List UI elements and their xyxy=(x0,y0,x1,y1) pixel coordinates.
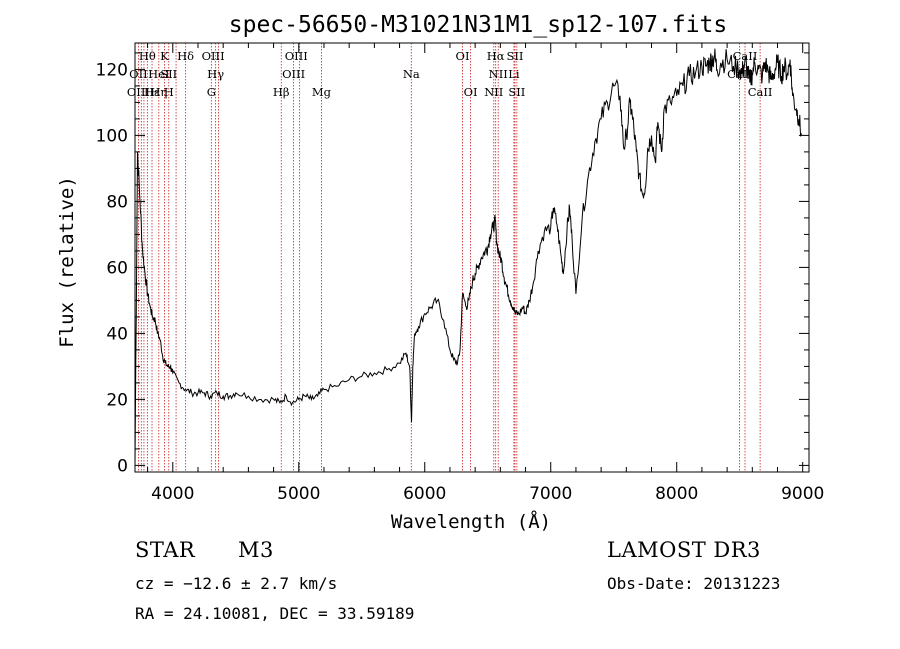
line-label-4: K xyxy=(160,49,169,63)
line-label-0: Hθ xyxy=(139,49,156,63)
line-label-25: SII xyxy=(508,85,525,99)
line-label-7: SII xyxy=(160,67,177,81)
line-label-3: Hε xyxy=(144,85,160,99)
y-axis-label: Flux (relative) xyxy=(56,176,78,348)
y-tick-label-3: 60 xyxy=(106,258,128,278)
y-axis-ticks: 0 20 40 60 80 100 120 xyxy=(96,52,809,476)
coordinates: RA = 24.10081, DEC = 33.59189 xyxy=(135,604,415,623)
observation-date: Obs-Date: 20131223 xyxy=(607,574,781,593)
plot-frame xyxy=(134,42,810,473)
survey-name: LAMOST DR3 xyxy=(607,538,761,562)
object-subclass: M3 xyxy=(238,538,274,562)
line-label-28: CaII xyxy=(748,85,773,99)
line-label-5: HeI xyxy=(148,67,169,81)
line-label-11: Hγ xyxy=(207,67,224,81)
line-label-12: G xyxy=(207,85,216,99)
line-label-13: OIII xyxy=(285,49,308,63)
x-tick-label-4: 8000 xyxy=(655,484,698,504)
y-tick-label-0: 0 xyxy=(117,456,128,476)
line-label-17: Na xyxy=(403,67,420,81)
line-label-20: Hα xyxy=(487,49,505,63)
line-label-15: Hβ xyxy=(273,85,290,99)
line-label-6: Hη xyxy=(150,85,167,99)
y-tick-label-6: 120 xyxy=(96,60,128,80)
line-label-26: CaII xyxy=(733,49,758,63)
line-label-14: OIII xyxy=(282,67,305,81)
x-tick-label-2: 6000 xyxy=(403,484,446,504)
spectrum-line xyxy=(134,48,802,466)
line-label-10: OIII xyxy=(202,49,225,63)
y-tick-label-5: 100 xyxy=(96,126,128,146)
line-label-16: Mg xyxy=(312,85,332,99)
y-tick-label-1: 20 xyxy=(106,390,128,410)
x-tick-label-3: 7000 xyxy=(529,484,572,504)
line-label-2: OIII xyxy=(127,85,150,99)
line-label-18: OI xyxy=(456,49,470,63)
chart-title: spec-56650-M31021N31M1_sp12-107.fits xyxy=(229,12,728,38)
object-class: STAR xyxy=(135,538,196,562)
line-label-22: NII xyxy=(489,67,508,81)
x-axis-label: Wavelength (Å) xyxy=(391,510,551,533)
y-tick-label-4: 80 xyxy=(106,192,128,212)
line-label-23: Li xyxy=(508,67,520,81)
x-tick-label-0: 4000 xyxy=(151,484,194,504)
spectral-line-guides xyxy=(138,43,761,472)
x-tick-label-1: 5000 xyxy=(277,484,320,504)
x-axis-ticks: 4000 5000 6000 7000 8000 9000 xyxy=(147,43,824,504)
line-label-24: NII xyxy=(484,85,503,99)
line-label-19: OI xyxy=(464,85,478,99)
redshift-cz: cz = −12.6 ± 2.7 km/s xyxy=(135,574,338,593)
line-label-21: SII xyxy=(506,49,523,63)
x-tick-label-5: 9000 xyxy=(781,484,824,504)
line-label-8: H xyxy=(164,85,174,99)
line-label-1: OII xyxy=(129,67,148,81)
y-tick-label-2: 40 xyxy=(106,324,128,344)
line-label-9: Hδ xyxy=(177,49,194,63)
